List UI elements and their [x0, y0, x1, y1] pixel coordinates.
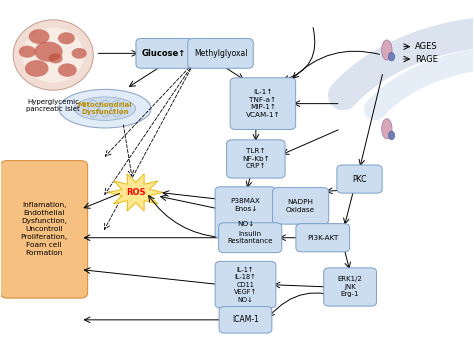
Circle shape	[48, 53, 63, 64]
FancyBboxPatch shape	[337, 165, 382, 193]
Text: IL-1↑
IL-18↑
CD11
VEGF↑
NO↓: IL-1↑ IL-18↑ CD11 VEGF↑ NO↓	[234, 267, 257, 303]
Text: PI3K-AKT: PI3K-AKT	[307, 235, 338, 241]
Circle shape	[19, 46, 36, 58]
FancyBboxPatch shape	[215, 261, 276, 308]
Circle shape	[35, 42, 63, 62]
Text: RAGE: RAGE	[415, 54, 438, 64]
Text: Inflamation,
Endothelial
Dysfunction,
Uncontroll
Proliferation,
Foam cell
Format: Inflamation, Endothelial Dysfunction, Un…	[20, 202, 68, 256]
Ellipse shape	[74, 97, 136, 120]
Circle shape	[72, 48, 87, 59]
Text: P38MAX
Enos↓

NO↓: P38MAX Enos↓ NO↓	[230, 198, 260, 227]
Ellipse shape	[59, 89, 151, 128]
Circle shape	[58, 64, 77, 77]
Circle shape	[25, 60, 48, 77]
Text: Glucose↑: Glucose↑	[142, 49, 186, 58]
Text: NADPH
Oxidase: NADPH Oxidase	[286, 199, 315, 213]
Text: PKC: PKC	[352, 174, 367, 184]
Circle shape	[29, 29, 49, 44]
FancyBboxPatch shape	[188, 39, 253, 68]
FancyBboxPatch shape	[0, 161, 88, 298]
Text: ICAM-1: ICAM-1	[232, 315, 259, 324]
Text: Methylglyoxal: Methylglyoxal	[194, 49, 247, 58]
FancyBboxPatch shape	[296, 224, 350, 252]
Text: ERK1/2
JNK
Erg-1: ERK1/2 JNK Erg-1	[337, 276, 363, 297]
Text: Hyperglycemic
pancreatic islet: Hyperglycemic pancreatic islet	[27, 99, 80, 112]
FancyBboxPatch shape	[324, 268, 376, 306]
Text: Insulin
Resitantance: Insulin Resitantance	[228, 231, 273, 244]
Text: TLR↑
NF-Kb↑
CRP↑: TLR↑ NF-Kb↑ CRP↑	[242, 148, 270, 169]
Text: Mitochondrial
Dysfunction: Mitochondrial Dysfunction	[78, 102, 132, 115]
Text: IL-1↑
TNF-a↑
MIP-1↑
VCAM-1↑: IL-1↑ TNF-a↑ MIP-1↑ VCAM-1↑	[246, 89, 280, 118]
FancyBboxPatch shape	[219, 223, 282, 252]
Ellipse shape	[389, 52, 395, 61]
Ellipse shape	[382, 40, 392, 60]
FancyBboxPatch shape	[215, 187, 276, 238]
FancyBboxPatch shape	[273, 188, 328, 224]
FancyBboxPatch shape	[219, 307, 272, 333]
FancyBboxPatch shape	[227, 140, 285, 178]
Ellipse shape	[389, 131, 395, 140]
Ellipse shape	[13, 20, 93, 90]
Ellipse shape	[23, 27, 84, 83]
FancyBboxPatch shape	[136, 39, 192, 68]
Text: AGES: AGES	[415, 42, 438, 51]
Polygon shape	[109, 174, 163, 211]
Ellipse shape	[382, 119, 392, 139]
Circle shape	[58, 32, 75, 44]
Text: ROS: ROS	[126, 188, 146, 197]
FancyBboxPatch shape	[230, 78, 296, 129]
